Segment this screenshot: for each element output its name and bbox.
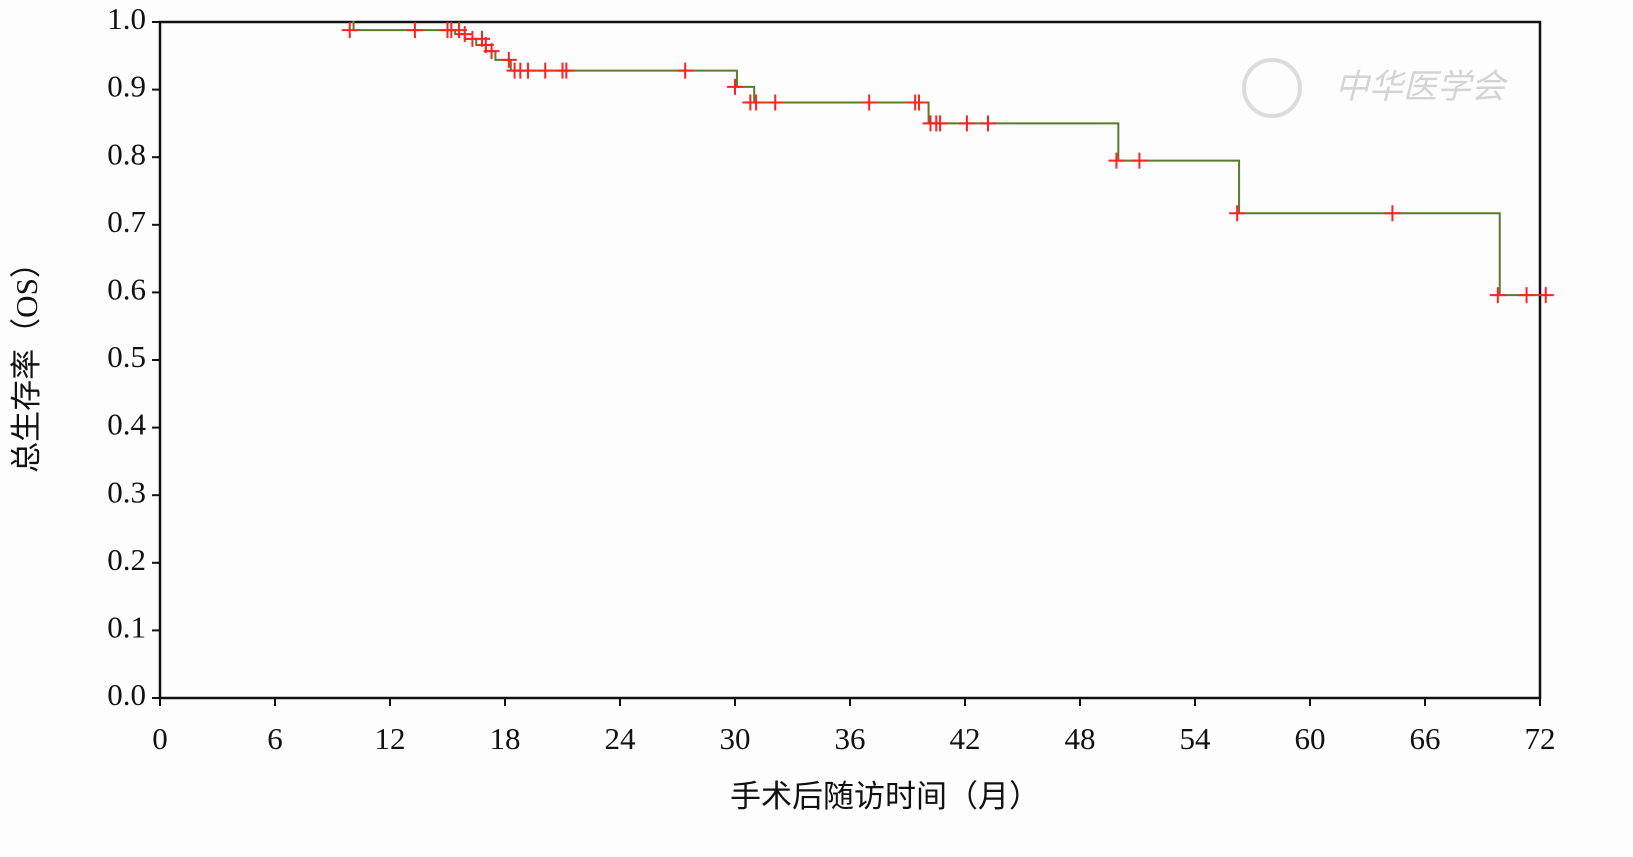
- censor-mark: [483, 43, 500, 60]
- censor-mark: [727, 78, 743, 95]
- x-tick-label: 66: [1410, 721, 1441, 756]
- y-tick-label: 0.7: [107, 204, 146, 239]
- censor-mark: [932, 115, 949, 132]
- y-axis-title: 总生存率（OS）: [9, 247, 44, 473]
- y-tick-label: 0.8: [107, 136, 146, 171]
- y-tick-label: 0.2: [107, 542, 146, 577]
- x-tick-label: 18: [490, 721, 521, 756]
- censor-mark: [1489, 287, 1506, 304]
- x-tick-label: 6: [267, 721, 283, 756]
- x-tick-label: 30: [720, 721, 751, 756]
- x-tick-label: 42: [950, 721, 981, 756]
- censor-mark: [1537, 287, 1554, 304]
- x-tick-label: 0: [152, 721, 168, 756]
- censor-mark: [500, 51, 517, 68]
- censor-mark: [911, 94, 927, 111]
- y-tick-label: 0.6: [107, 272, 146, 307]
- y-tick-label: 0.0: [107, 677, 146, 712]
- censor-mark: [537, 62, 554, 79]
- plot-frame: [158, 20, 1542, 700]
- x-tick-label: 12: [375, 721, 406, 756]
- censor-mark: [1131, 152, 1148, 169]
- x-tick-label: 24: [605, 721, 637, 756]
- y-tick-label: 0.4: [107, 407, 146, 442]
- censor-mark: [1384, 205, 1401, 222]
- censor-mark: [677, 62, 694, 79]
- x-tick-label: 54: [1180, 721, 1212, 756]
- y-tick-label: 0.1: [107, 610, 146, 645]
- watermark: 中华医学会: [1335, 69, 1509, 106]
- censor-mark: [980, 115, 996, 132]
- x-axis-title: 手术后随访时间（月）: [730, 779, 1040, 814]
- watermark-logo: [1242, 58, 1302, 118]
- x-tick-label: 60: [1295, 721, 1326, 756]
- x-tick-label: 48: [1065, 721, 1096, 756]
- censor-mark: [341, 22, 358, 39]
- censor-mark: [861, 94, 878, 111]
- x-tick-label: 36: [835, 721, 866, 756]
- censor-mark: [958, 115, 975, 132]
- censor-mark: [1518, 287, 1535, 304]
- y-tick-label: 0.9: [107, 69, 146, 104]
- y-tick-label: 0.3: [107, 474, 146, 509]
- censor-mark: [767, 94, 784, 111]
- censor-mark: [1229, 205, 1246, 222]
- censor-mark: [406, 22, 423, 39]
- censor-mark: [520, 62, 536, 79]
- censor-mark: [1108, 152, 1125, 169]
- x-tick-label: 72: [1525, 721, 1556, 756]
- y-tick-label: 0.5: [107, 339, 146, 374]
- survival-curve: [351, 21, 1548, 297]
- censor-mark: [558, 62, 575, 79]
- y-tick-label: 1.0: [107, 1, 146, 36]
- censor-mark: [748, 94, 765, 111]
